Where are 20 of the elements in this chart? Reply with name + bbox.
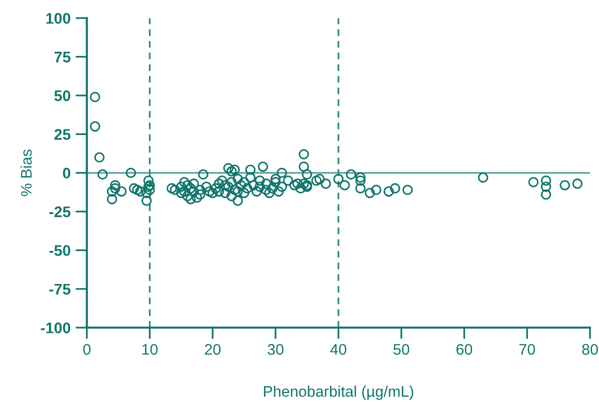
y-axis-title: % Bias: [20, 150, 32, 196]
y-tick-label: 25: [54, 129, 70, 140]
x-tick-label: 0: [83, 344, 91, 355]
y-tick-label: -25: [49, 206, 70, 218]
x-tick-label: 30: [268, 344, 284, 355]
x-tick-label: 60: [456, 344, 472, 355]
x-tick-label: 50: [393, 344, 410, 355]
y-tick-label: 0: [62, 168, 70, 179]
x-tick-label: 20: [204, 344, 221, 355]
y-tick-label: 100: [46, 12, 70, 24]
x-tick-label: 80: [582, 344, 598, 355]
x-tick-label: 70: [519, 344, 536, 355]
y-tick-label: -100: [40, 322, 70, 334]
x-tick-label: 40: [330, 344, 346, 355]
x-axis-title: Phenobarbital (µg/mL): [264, 386, 414, 400]
x-tick-label: 10: [142, 344, 158, 355]
y-tick-label: -75: [49, 284, 70, 295]
y-tick-label: 75: [54, 52, 70, 62]
y-tick-label: 50: [54, 90, 70, 102]
y-tick-label: -50: [49, 245, 70, 256]
